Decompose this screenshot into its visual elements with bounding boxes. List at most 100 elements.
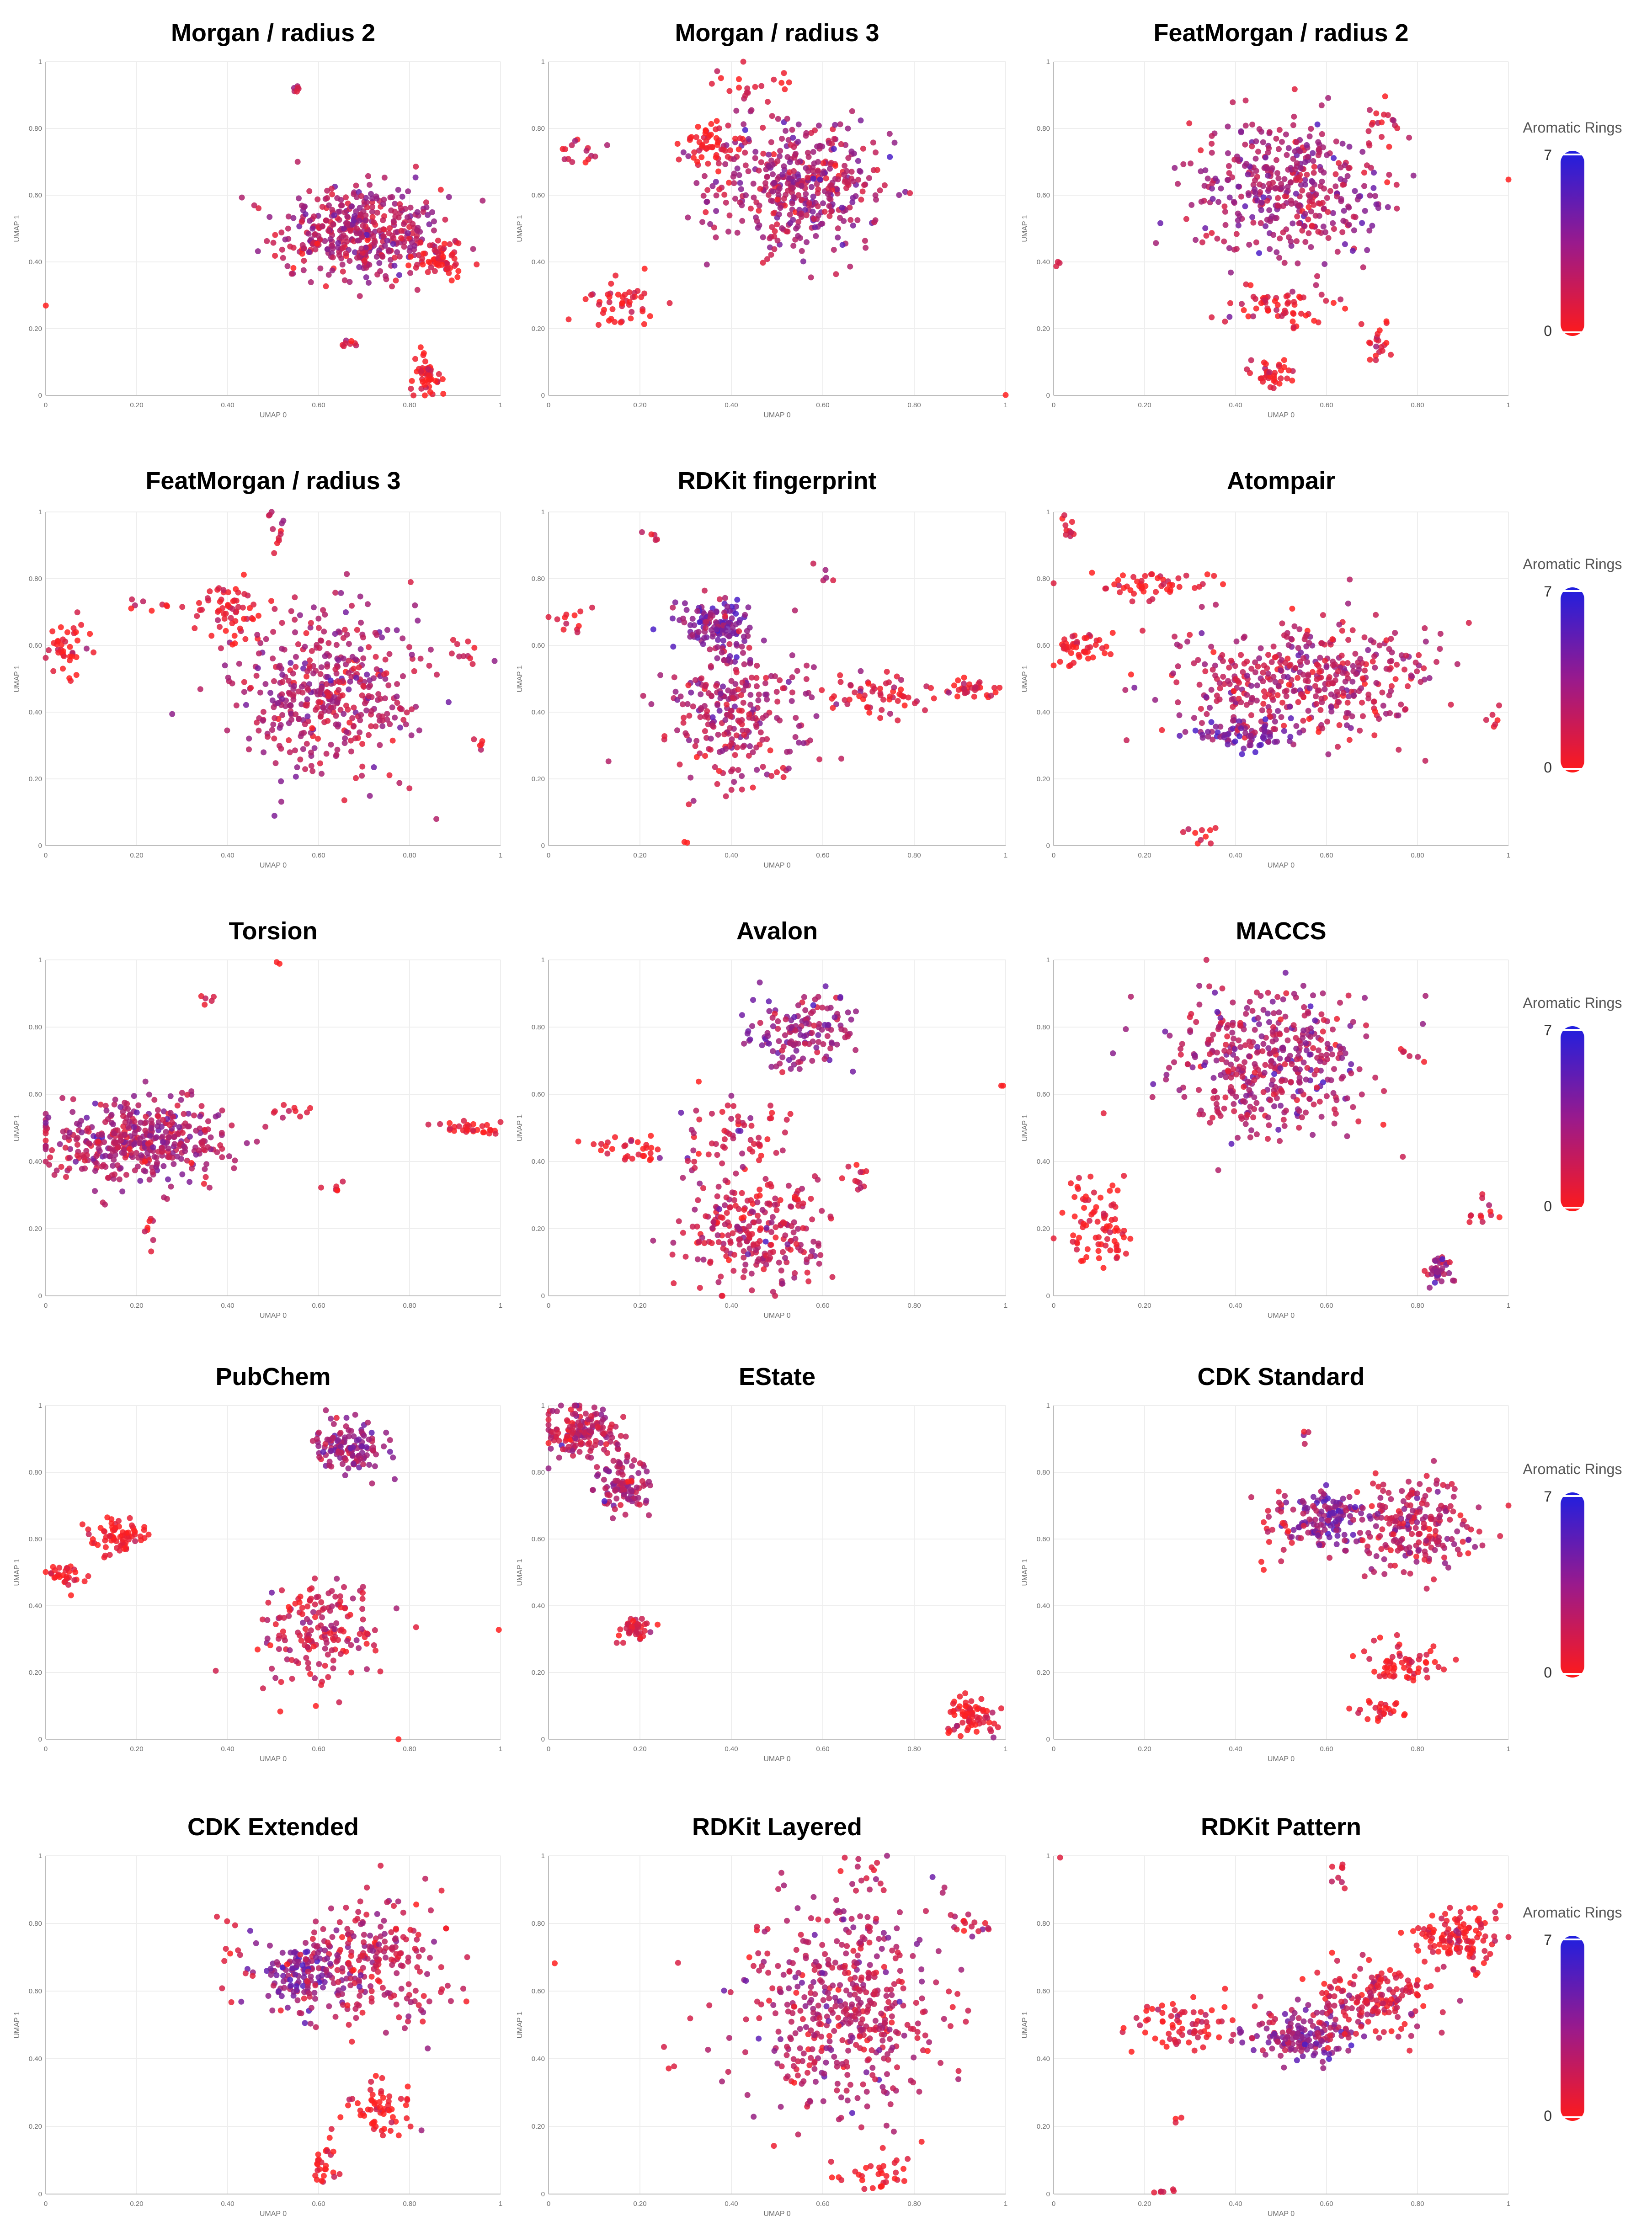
scatter-point (694, 159, 700, 165)
scatter-point (755, 1141, 762, 1147)
scatter-point (1221, 238, 1227, 245)
scatter-point (1261, 733, 1267, 739)
scatter-point (330, 221, 336, 228)
scatter-point (1387, 710, 1393, 716)
scatter-point (161, 1194, 167, 1201)
scatter-point (1305, 708, 1311, 714)
scatter-point (714, 1193, 720, 1199)
scatter-point (848, 169, 855, 175)
scatter-point (755, 697, 762, 703)
scatter-point (403, 721, 409, 728)
scatter-point (323, 283, 329, 289)
x-tick-label: 0.20 (633, 1302, 646, 1310)
scatter-point (434, 671, 440, 678)
scatter-point (1213, 724, 1219, 730)
scatter-point (783, 128, 789, 134)
scatter-point (759, 1207, 766, 1213)
scatter-point (815, 123, 822, 129)
x-tick-label: 0.20 (130, 852, 143, 859)
scatter-point (815, 1032, 821, 1038)
panel-title: Morgan / radius 3 (675, 19, 879, 47)
scatter-point (296, 195, 302, 202)
scatter-point (123, 1172, 129, 1178)
scatter-point (1318, 695, 1325, 702)
scatter-point (1263, 361, 1269, 367)
scatter-point (390, 218, 397, 224)
scatter-point (344, 632, 350, 638)
scatter-point (1210, 196, 1216, 202)
scatter-point (595, 322, 602, 328)
scatter-point (377, 268, 384, 274)
scatter-point (742, 1262, 749, 1268)
scatter-point (1258, 199, 1265, 206)
scatter-point (1076, 652, 1082, 658)
scatter-point (444, 265, 451, 272)
scatter-point (1310, 1045, 1316, 1051)
scatter-point (1312, 1017, 1318, 1023)
scatter-point (392, 201, 398, 207)
scatter-point (381, 175, 388, 181)
scatter-point (241, 679, 247, 685)
scatter-point (766, 1040, 772, 1047)
scatter-point (1250, 313, 1257, 320)
scatter-point (744, 1030, 751, 1037)
scatter-point (1448, 702, 1454, 708)
scatter-point (769, 1214, 776, 1220)
scatter-point (332, 590, 339, 596)
scatter-point (1303, 1040, 1309, 1046)
scatter-point (763, 1225, 770, 1231)
scatter-point (1226, 1049, 1232, 1055)
scatter-point (1300, 1035, 1306, 1041)
scatter-point (845, 1163, 852, 1170)
scatter-point (1365, 128, 1372, 134)
scatter-point (1272, 726, 1279, 732)
scatter-point (1213, 1057, 1220, 1064)
x-tick-label: 0 (547, 852, 550, 859)
scatter-point (128, 605, 134, 612)
scatter-point (1315, 139, 1322, 145)
scatter-point (813, 233, 819, 239)
scatter-point (1281, 723, 1287, 729)
scatter-point (298, 733, 304, 740)
scatter-point (545, 614, 552, 620)
scatter-point (1236, 1037, 1242, 1044)
scatter-point (815, 1240, 821, 1246)
scatter-point (677, 693, 684, 700)
scatter-point (772, 1195, 778, 1202)
scatter-point (187, 1134, 193, 1140)
scatter-point (753, 1247, 759, 1253)
scatter-point (1230, 99, 1236, 106)
scatter-point (361, 258, 368, 264)
scatter-point (800, 258, 806, 265)
scatter-point (154, 1160, 160, 1166)
scatter-point (1316, 1098, 1323, 1105)
scatter-point (426, 373, 432, 379)
scatter-point (1380, 1122, 1386, 1128)
scatter-point (282, 236, 288, 243)
scatter-point (971, 693, 977, 700)
scatter-point (1208, 840, 1214, 847)
scatter-point (1325, 209, 1331, 215)
scatter-point (404, 214, 410, 220)
y-tick-label: 0.20 (532, 325, 545, 333)
scatter-point (686, 713, 693, 719)
scatter-point (797, 1032, 804, 1038)
scatter-point (790, 185, 796, 191)
scatter-point (1331, 226, 1337, 232)
scatter-point (348, 748, 354, 755)
scatter-point (357, 205, 363, 211)
scatter-point (1336, 621, 1343, 628)
scatter-point (626, 299, 633, 305)
scatter-point (1202, 668, 1209, 675)
scatter-point (309, 648, 315, 654)
y-tick-label: 1 (38, 956, 42, 964)
scatter-point (1251, 1077, 1258, 1083)
scatter-point (1238, 129, 1244, 135)
scatter-point (278, 799, 284, 805)
scatter-point (270, 721, 277, 728)
scatter-point (1437, 646, 1443, 652)
scatter-point (951, 682, 957, 689)
scatter-point (371, 219, 377, 225)
scatter-point (648, 531, 655, 538)
scatter-point (112, 1097, 118, 1103)
